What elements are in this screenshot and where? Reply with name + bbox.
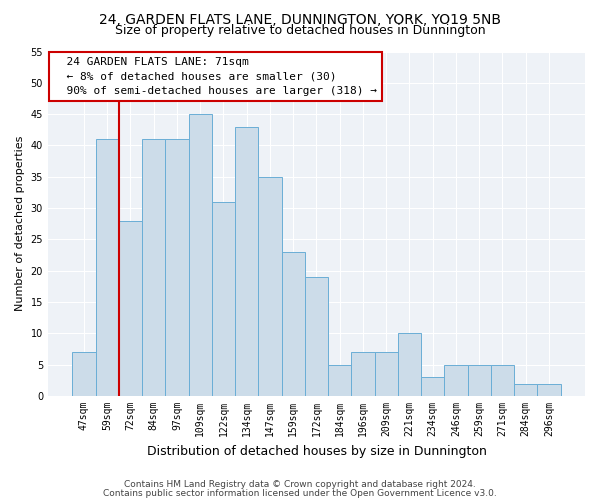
Y-axis label: Number of detached properties: Number of detached properties (15, 136, 25, 312)
Bar (188, 114, 212, 396)
Text: Size of property relative to detached houses in Dunnington: Size of property relative to detached ho… (115, 24, 485, 37)
Text: Contains HM Land Registry data © Crown copyright and database right 2024.: Contains HM Land Registry data © Crown c… (124, 480, 476, 489)
Text: 24 GARDEN FLATS LANE: 71sqm
  ← 8% of detached houses are smaller (30)
  90% of : 24 GARDEN FLATS LANE: 71sqm ← 8% of deta… (53, 56, 377, 96)
Bar (235, 126, 259, 396)
Bar (73, 352, 95, 396)
Bar (119, 220, 142, 396)
Bar (95, 139, 119, 396)
Bar (398, 334, 421, 396)
Bar (259, 177, 281, 396)
Bar (166, 139, 188, 396)
Bar (212, 202, 235, 396)
Bar (328, 364, 352, 396)
Bar (352, 352, 374, 396)
Bar (445, 364, 467, 396)
Bar (467, 364, 491, 396)
X-axis label: Distribution of detached houses by size in Dunnington: Distribution of detached houses by size … (146, 444, 487, 458)
Bar (281, 252, 305, 396)
Text: Contains public sector information licensed under the Open Government Licence v3: Contains public sector information licen… (103, 488, 497, 498)
Bar (305, 277, 328, 396)
Text: 24, GARDEN FLATS LANE, DUNNINGTON, YORK, YO19 5NB: 24, GARDEN FLATS LANE, DUNNINGTON, YORK,… (99, 12, 501, 26)
Bar (374, 352, 398, 396)
Bar (142, 139, 166, 396)
Bar (538, 384, 560, 396)
Bar (514, 384, 538, 396)
Bar (491, 364, 514, 396)
Bar (421, 378, 445, 396)
